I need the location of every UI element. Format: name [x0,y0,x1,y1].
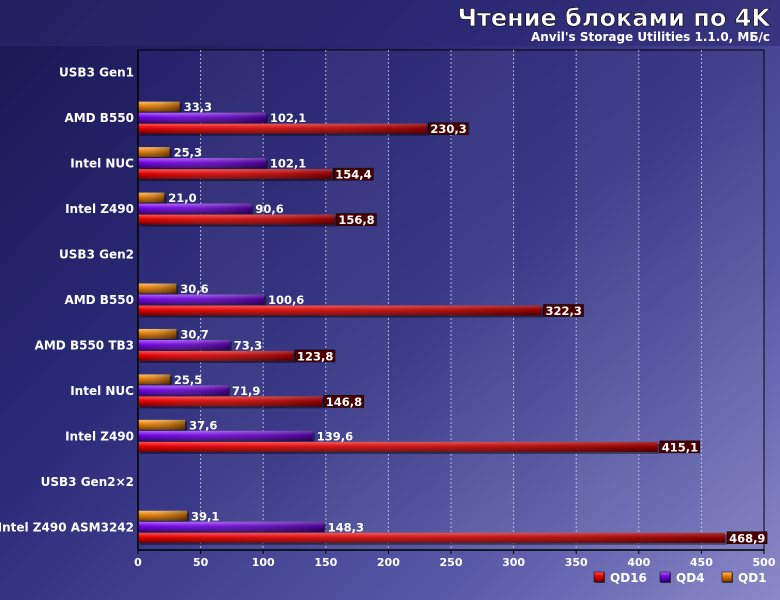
bar-shade [138,430,313,441]
bar-shade [138,396,322,407]
value-label-qd1: 33,3 [184,100,212,114]
x-tick-label: 50 [193,556,209,569]
value-label-qd4: 139,6 [317,429,353,443]
bar-shade [138,385,229,396]
bar-shade [138,419,186,430]
bar-shade [138,294,264,305]
bar-shade [138,283,177,294]
category-label: USB3 Gen2 [59,248,134,262]
bar-shade [138,510,187,521]
bar-shade [138,339,230,350]
category-label: USB3 Gen2×2 [41,475,134,489]
legend: QD16 QD4 QD1 [593,571,767,585]
category-label: USB3 Gen1 [59,66,134,80]
value-label-box [659,440,700,454]
bar-shade [138,328,177,339]
legend-label-qd4: QD4 [676,571,705,585]
value-label-qd4: 71,9 [232,384,260,398]
legend-swatch-qd4 [659,571,671,583]
x-axis: 0 50 100 150 200 250 300 350 400 450 500 [134,50,776,569]
value-label-box [543,304,584,317]
category-label: Intel Z490 [65,429,134,443]
bar-shade [138,203,252,214]
value-label-box [294,349,336,363]
legend-swatch-qd16 [593,571,605,583]
bar-shade [138,192,165,203]
value-label-qd1: 37,6 [189,418,217,432]
x-tick-label: 500 [753,556,776,569]
value-label-box [428,122,469,135]
bar-shade [138,214,335,225]
grid-band [576,50,639,550]
x-tick-label: 100 [252,556,275,569]
title-band [0,0,780,46]
bars [138,101,728,545]
value-label-qd1: 30,6 [180,282,208,296]
x-tick-label: 250 [440,556,463,569]
value-label-qd1: 25,3 [174,146,202,160]
bar-shade [138,169,332,180]
category-label: AMD B550 [64,111,134,125]
value-label-qd1: 30,7 [180,327,208,341]
value-label-box [336,213,377,226]
x-tick-label: 350 [565,556,588,569]
value-label-qd16: 468,9 [729,531,765,545]
x-tick-label: 150 [314,556,337,569]
value-label-qd4: 102,1 [270,157,306,171]
bar-shade [138,374,170,385]
value-label-qd16: 322,3 [546,304,582,318]
category-labels: USB3 Gen1 AMD B550 Intel NUC Intel Z490 USB3… [0,66,134,535]
value-label-qd4: 102,1 [270,111,306,125]
value-label-qd16: 230,3 [430,122,466,136]
chart-subtitle: Anvil's Storage Utilities 1.1.0, МБ/с [531,30,770,44]
bar-shade [138,521,324,532]
value-label-qd4: 73,3 [234,338,262,352]
category-label: Intel Z490 ASM3242 [0,520,134,534]
value-label-box [333,167,374,181]
value-label-qd16: 123,8 [297,349,333,363]
legend-label-qd1: QD1 [738,571,767,585]
legend-swatch-qd1 [721,571,733,583]
legend-label-qd16: QD16 [610,571,647,585]
value-label-qd1: 21,0 [168,191,196,205]
bar-shade [138,350,293,361]
bar-shade [138,532,726,543]
grid-band [701,50,764,550]
value-label-box [323,395,365,408]
value-label-qd4: 148,3 [328,520,364,534]
bar-shade [138,101,180,112]
bar-shade [138,158,266,169]
category-label: Intel NUC [70,157,134,171]
value-label-qd16: 415,1 [662,440,698,454]
x-tick-label: 200 [377,556,400,569]
category-label: Intel Z490 [65,202,134,216]
value-label-qd1: 39,1 [191,509,219,523]
category-label: Intel NUC [70,384,134,398]
x-tick-label: 300 [502,556,525,569]
value-label-qd16: 156,8 [338,213,374,227]
value-label-qd16: 146,8 [326,395,362,409]
bar-shade [138,147,170,158]
category-label: AMD B550 [64,293,134,307]
chart-title: Чтение блоками по 4K [458,4,772,32]
value-label-qd16: 154,4 [335,168,371,182]
bar-shade [138,305,542,316]
category-label: AMD B550 TB3 [35,338,134,352]
value-label-qd4: 100,6 [268,293,304,307]
bar-shade [138,441,658,452]
x-tick-label: 400 [627,556,650,569]
bar-shade [138,112,266,123]
value-label-box [726,531,768,545]
x-tick-label: 450 [690,556,713,569]
value-label-qd4: 90,6 [255,202,283,216]
x-tick-label: 0 [134,556,142,569]
bar-labels: 33,3 102,1 230,3 25,3 102,1 154,4 21,0 90,6 156,… [168,100,768,545]
bar-shade [138,123,427,134]
value-label-qd1: 25,5 [174,373,202,387]
